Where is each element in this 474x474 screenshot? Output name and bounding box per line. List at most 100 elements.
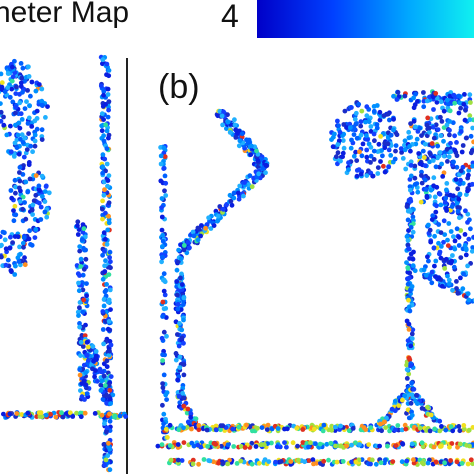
point bbox=[104, 146, 110, 152]
point bbox=[317, 441, 323, 447]
point bbox=[83, 370, 89, 375]
point bbox=[450, 193, 456, 199]
point bbox=[353, 440, 358, 446]
point bbox=[406, 371, 412, 377]
point bbox=[470, 461, 474, 467]
point bbox=[406, 246, 411, 252]
point bbox=[394, 97, 400, 102]
point bbox=[427, 428, 433, 434]
point bbox=[376, 141, 382, 147]
point bbox=[433, 258, 439, 264]
point bbox=[425, 404, 430, 410]
point bbox=[231, 444, 237, 449]
point bbox=[0, 101, 3, 106]
point bbox=[232, 122, 238, 128]
point bbox=[438, 202, 444, 208]
point bbox=[20, 194, 26, 200]
point bbox=[2, 89, 8, 95]
point bbox=[447, 132, 452, 138]
point bbox=[425, 115, 431, 121]
point bbox=[100, 216, 105, 222]
point bbox=[39, 86, 45, 92]
point bbox=[21, 235, 27, 241]
point bbox=[22, 200, 27, 205]
point bbox=[26, 162, 32, 168]
point bbox=[19, 117, 25, 122]
point bbox=[333, 154, 339, 160]
point bbox=[377, 109, 383, 115]
point bbox=[375, 149, 381, 155]
point bbox=[457, 205, 462, 211]
point bbox=[13, 122, 18, 128]
point bbox=[431, 107, 436, 112]
point bbox=[84, 281, 89, 286]
point bbox=[368, 153, 374, 159]
point bbox=[101, 89, 107, 94]
point bbox=[415, 99, 420, 104]
point bbox=[450, 287, 455, 293]
point bbox=[429, 217, 435, 223]
point bbox=[18, 84, 24, 89]
point bbox=[12, 272, 18, 277]
point bbox=[417, 425, 423, 431]
point bbox=[441, 239, 446, 245]
point bbox=[405, 392, 411, 398]
point bbox=[84, 293, 89, 299]
point bbox=[433, 459, 439, 465]
point bbox=[400, 441, 405, 446]
point bbox=[15, 255, 21, 261]
point bbox=[393, 143, 399, 149]
point bbox=[412, 175, 418, 181]
point bbox=[101, 117, 106, 122]
point bbox=[181, 425, 186, 431]
point bbox=[8, 188, 14, 193]
point bbox=[304, 441, 310, 446]
point bbox=[93, 353, 99, 359]
point bbox=[399, 427, 405, 433]
point bbox=[451, 264, 457, 270]
point bbox=[313, 441, 318, 447]
point bbox=[0, 80, 5, 86]
point bbox=[449, 204, 455, 210]
point bbox=[80, 344, 86, 349]
point bbox=[338, 423, 343, 429]
point bbox=[378, 460, 384, 466]
point bbox=[382, 145, 388, 151]
point bbox=[406, 297, 411, 303]
point bbox=[411, 457, 416, 463]
point bbox=[438, 230, 444, 236]
point bbox=[458, 129, 464, 134]
point bbox=[430, 158, 436, 163]
point bbox=[311, 426, 317, 432]
point bbox=[82, 247, 87, 253]
point bbox=[335, 150, 341, 156]
point bbox=[104, 358, 110, 364]
point bbox=[374, 125, 380, 131]
point bbox=[408, 343, 414, 349]
point bbox=[100, 152, 106, 158]
point bbox=[413, 141, 419, 147]
point bbox=[20, 206, 26, 212]
point bbox=[106, 107, 111, 113]
point bbox=[442, 200, 448, 205]
point bbox=[417, 161, 423, 167]
point bbox=[15, 234, 21, 240]
point bbox=[288, 459, 294, 464]
point bbox=[106, 440, 111, 446]
point bbox=[351, 132, 357, 138]
point bbox=[455, 444, 460, 450]
point bbox=[203, 225, 209, 231]
point bbox=[15, 132, 21, 138]
point bbox=[9, 78, 15, 84]
point bbox=[366, 442, 372, 447]
point bbox=[220, 206, 226, 212]
point bbox=[102, 383, 108, 388]
point bbox=[410, 214, 416, 220]
point bbox=[441, 138, 446, 144]
point bbox=[159, 259, 165, 265]
point bbox=[225, 442, 231, 448]
point bbox=[84, 352, 90, 358]
point bbox=[177, 400, 183, 405]
point bbox=[159, 205, 165, 211]
point bbox=[40, 194, 45, 199]
